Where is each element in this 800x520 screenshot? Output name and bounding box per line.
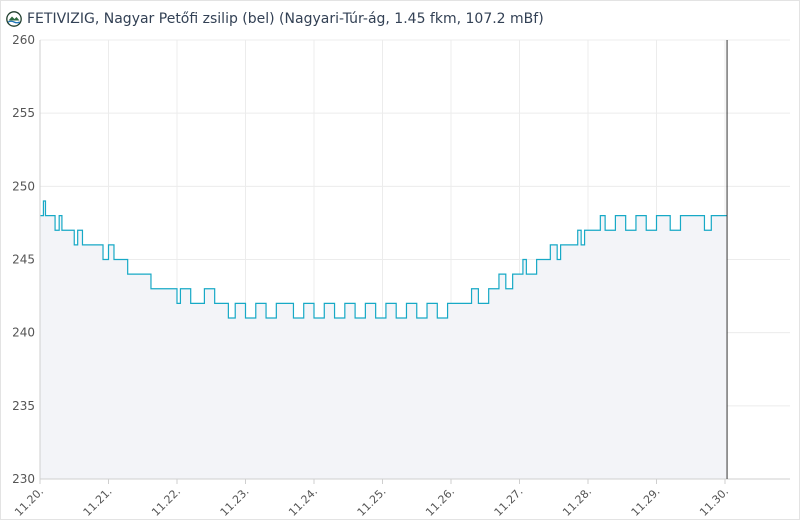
- x-tick-label: 11.21.: [81, 485, 115, 519]
- y-tick-label: 240: [12, 326, 35, 340]
- y-tick-label: 230: [12, 472, 35, 486]
- y-tick-label: 235: [12, 399, 35, 413]
- fetivizig-logo-icon: [6, 11, 22, 27]
- x-tick-label: 11.20.: [12, 485, 46, 519]
- y-tick-label: 255: [12, 106, 35, 120]
- x-tick-label: 11.24.: [286, 485, 320, 519]
- x-tick-label: 11.22.: [149, 485, 183, 519]
- y-tick-label: 260: [12, 33, 35, 47]
- x-axis-ticks: 11.20. 11.21. 11.22. 11.23. 11.24. 11.25. 11.2…: [12, 485, 731, 519]
- x-tick-label: 11.25.: [355, 485, 389, 519]
- y-tick-label: 250: [12, 179, 35, 193]
- y-tick-label: 245: [12, 253, 35, 267]
- series-line: [40, 200, 728, 319]
- area-layer: [40, 200, 728, 479]
- series-area: [40, 200, 728, 479]
- x-tick-label: 11.28.: [560, 485, 594, 519]
- x-tick-label: 11.30.: [697, 485, 731, 519]
- chart-title: FETIVIZIG, Nagyar Petőfi zsilip (bel) (N…: [27, 11, 544, 27]
- x-tick-label: 11.23.: [218, 485, 252, 519]
- line-layer: [40, 200, 728, 319]
- y-axis-ticks: 230 235 240 245 250 255 260: [12, 33, 35, 486]
- chart-header: FETIVIZIG, Nagyar Petőfi zsilip (bel) (N…: [6, 8, 544, 30]
- x-tick-label: 11.29.: [629, 485, 663, 519]
- x-tick-label: 11.26.: [423, 485, 457, 519]
- axes: [39, 40, 790, 484]
- x-tick-label: 11.27.: [492, 485, 526, 519]
